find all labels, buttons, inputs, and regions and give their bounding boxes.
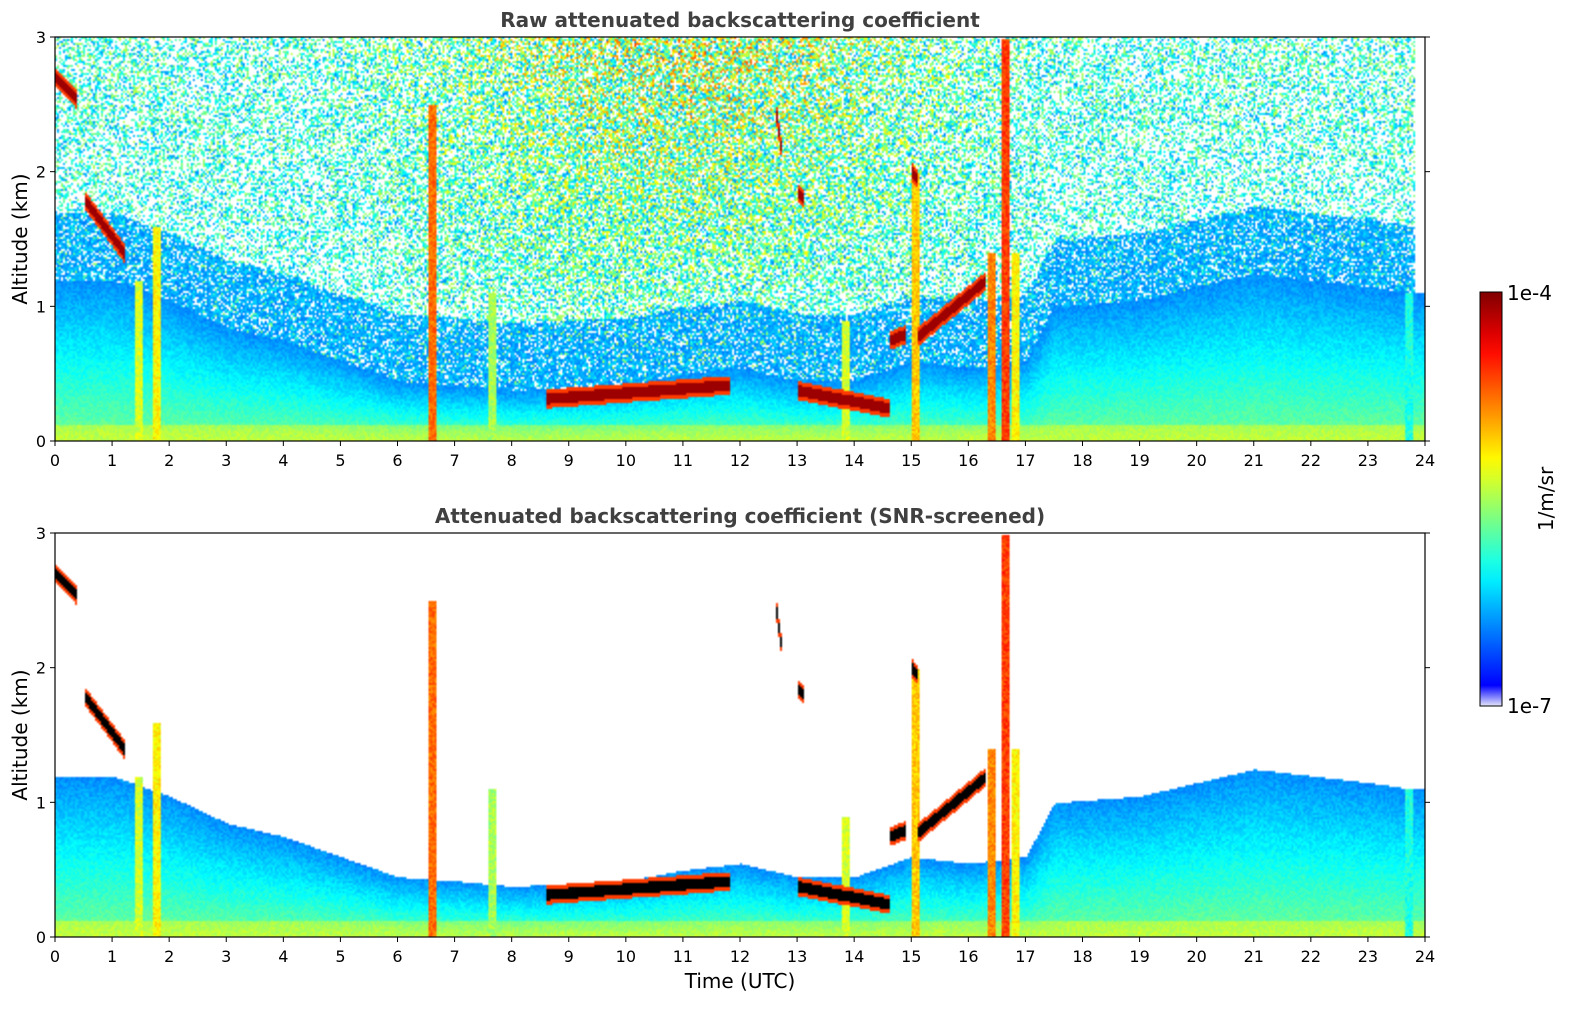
x-tick-label: 8 [507,947,517,966]
x-tick-label: 17 [1015,947,1035,966]
x-tick-label: 9 [564,947,574,966]
x-tick-label: 2 [164,947,174,966]
x-tick-label: 10 [616,451,636,470]
panel-raw-title: Raw attenuated backscattering coefficien… [500,8,980,32]
x-tick-label: 1 [107,947,117,966]
x-tick-label: 13 [787,947,807,966]
x-tick-label: 14 [844,947,864,966]
x-tick-label: 20 [1186,451,1206,470]
x-tick-label: 22 [1301,947,1321,966]
y-tick-label: 1 [36,297,46,316]
x-tick-label: 16 [958,451,978,470]
x-tick-label: 24 [1415,947,1435,966]
x-tick-label: 8 [507,451,517,470]
x-tick-label: 11 [673,947,693,966]
x-tick-label: 0 [50,451,60,470]
panel-raw-y-axis: 0 1 2 3 [36,28,1430,451]
y-tick-label: 2 [36,659,46,678]
panel-screened-ylabel: Altitude (km) [8,669,32,800]
y-tick-label: 3 [36,524,46,543]
x-tick-label: 5 [335,451,345,470]
colorbar-max-label: 1e-4 [1507,281,1552,305]
x-tick-label: 4 [278,451,288,470]
x-tick-label: 4 [278,947,288,966]
x-tick-label: 15 [901,451,921,470]
x-tick-label: 10 [616,947,636,966]
panel-screened: Attenuated backscattering coefficient (S… [8,504,1435,993]
x-tick-label: 5 [335,947,345,966]
raw-heatmap-image [55,37,1425,441]
y-tick-label: 1 [36,793,46,812]
x-tick-label: 21 [1244,947,1264,966]
x-tick-label: 9 [564,451,574,470]
x-tick-label: 17 [1015,451,1035,470]
x-tick-label: 14 [844,451,864,470]
panel-raw-ylabel: Altitude (km) [8,173,32,304]
panel-screened-x-axis: 0 1 2 3 4 5 6 7 8 9 10 11 12 13 14 15 16 17 18 19 20 21 22 23 24 [50,937,1435,966]
x-tick-label: 23 [1358,451,1378,470]
x-tick-label: 16 [958,947,978,966]
panel-raw: Raw attenuated backscattering coefficien… [8,8,1435,470]
x-tick-label: 0 [50,947,60,966]
x-tick-label: 18 [1072,451,1092,470]
x-tick-label: 23 [1358,947,1378,966]
panel-screened-xlabel: Time (UTC) [684,969,796,993]
colorbar-min-label: 1e-7 [1507,694,1552,718]
x-tick-label: 13 [787,451,807,470]
colorbar: 1e-4 1e-7 1/m/sr [1479,281,1558,718]
x-tick-label: 7 [449,451,459,470]
y-tick-label: 0 [36,928,46,947]
panel-screened-y-axis: 0 1 2 3 [36,524,1430,947]
panel-raw-x-axis: 0 1 2 3 4 5 6 7 8 9 10 11 12 13 14 15 16 17 18 19 20 21 22 23 24 [50,441,1435,470]
colorbar-gradient [1479,291,1503,707]
x-tick-label: 21 [1244,451,1264,470]
x-tick-label: 3 [221,451,231,470]
x-tick-label: 12 [730,947,750,966]
x-tick-label: 1 [107,451,117,470]
y-tick-label: 0 [36,432,46,451]
x-tick-label: 3 [221,947,231,966]
x-tick-label: 18 [1072,947,1092,966]
screened-heatmap-image [55,533,1425,937]
y-tick-label: 2 [36,163,46,182]
x-tick-label: 22 [1301,451,1321,470]
x-tick-label: 7 [449,947,459,966]
x-tick-label: 12 [730,451,750,470]
panel-screened-title: Attenuated backscattering coefficient (S… [435,504,1045,528]
colorbar-unit-label: 1/m/sr [1534,466,1558,531]
x-tick-label: 6 [392,451,402,470]
x-tick-label: 20 [1186,947,1206,966]
x-tick-label: 19 [1129,451,1149,470]
x-tick-label: 11 [673,451,693,470]
x-tick-label: 15 [901,947,921,966]
x-tick-label: 19 [1129,947,1149,966]
x-tick-label: 24 [1415,451,1435,470]
y-tick-label: 3 [36,28,46,47]
x-tick-label: 6 [392,947,402,966]
x-tick-label: 2 [164,451,174,470]
